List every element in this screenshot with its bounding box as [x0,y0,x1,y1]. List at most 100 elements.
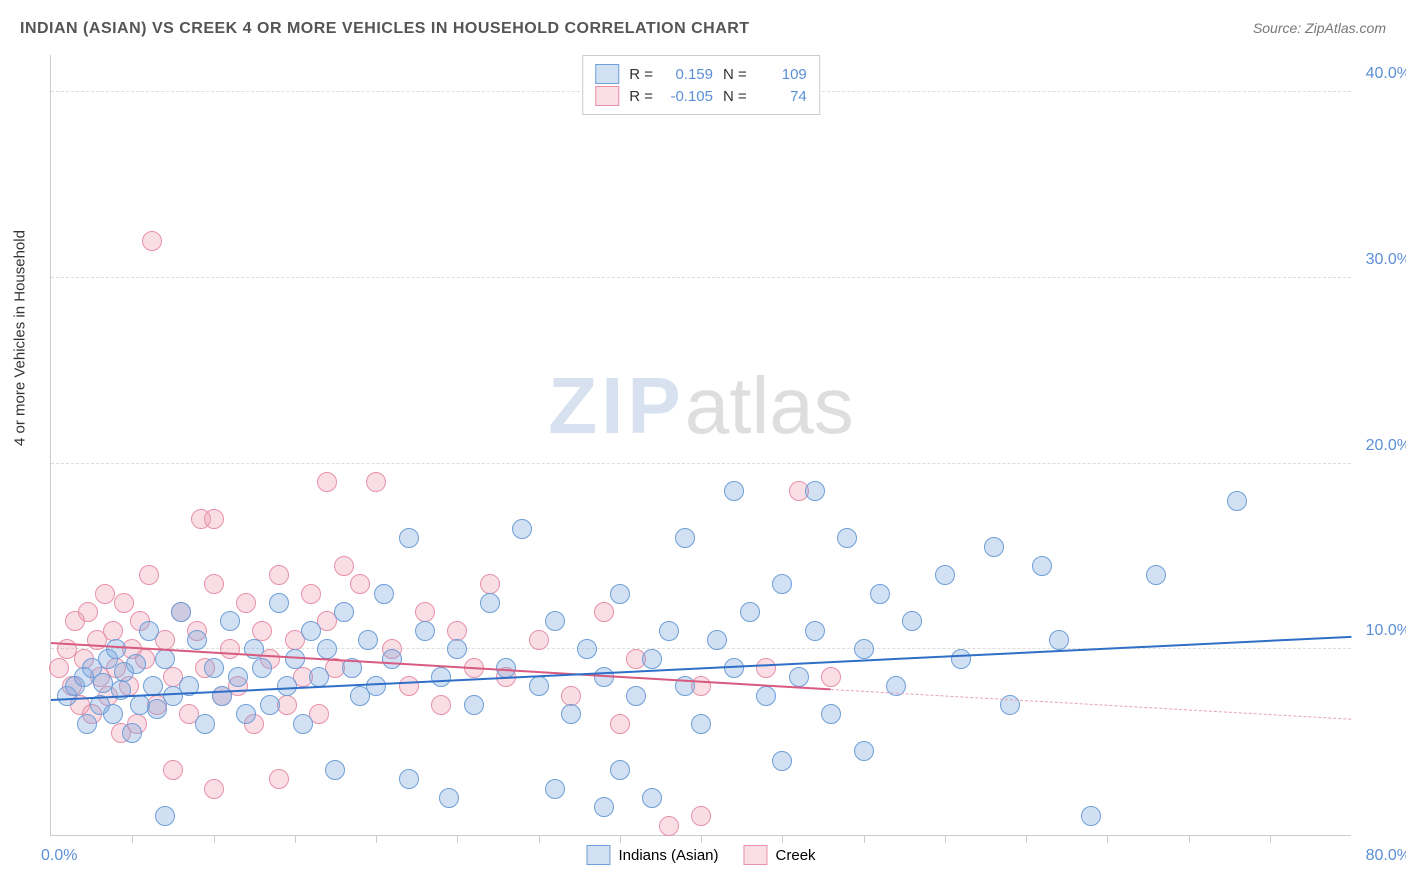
indians-point [724,481,744,501]
indians-point [399,769,419,789]
watermark-atlas: atlas [685,361,854,450]
indians-point [610,584,630,604]
x-axis-min: 0.0% [41,847,77,865]
x-tick [1189,835,1190,843]
x-tick [1270,835,1271,843]
indians-point [269,593,289,613]
watermark-zip: ZIP [548,361,684,450]
indians-point [374,584,394,604]
indians-point [675,528,695,548]
indians-point [1081,806,1101,826]
x-tick [457,835,458,843]
indians-point [228,667,248,687]
indians-point [171,602,191,622]
r-label: R = [629,88,653,105]
creek-point [103,621,123,641]
n-value-indians: 109 [757,66,807,83]
x-tick [132,835,133,843]
indians-point [147,699,167,719]
creek-point [610,714,630,734]
indians-point [951,649,971,669]
creek-point [269,769,289,789]
indians-point [789,667,809,687]
x-tick [1026,835,1027,843]
indians-point [740,602,760,622]
indians-point [642,788,662,808]
r-value-indians: 0.159 [663,66,713,83]
indians-point [545,611,565,631]
indians-point [366,676,386,696]
x-axis-max: 80.0% [1366,847,1406,865]
indians-point [155,649,175,669]
creek-point [301,584,321,604]
creek-point [163,760,183,780]
creek-point [659,816,679,836]
indians-point [984,537,1004,557]
creek-point [204,509,224,529]
legend-item-creek: Creek [744,845,816,865]
creek-point [480,574,500,594]
indians-point [122,723,142,743]
indians-point [707,630,727,650]
gridline [51,277,1351,278]
indians-point [870,584,890,604]
indians-point [772,751,792,771]
indians-point [902,611,922,631]
x-tick [376,835,377,843]
creek-point [252,621,272,641]
indians-point [529,676,549,696]
indians-point [204,658,224,678]
y-tick-label: 10.0% [1366,622,1406,640]
indians-point [659,621,679,641]
indians-point [854,741,874,761]
indians-point [155,806,175,826]
watermark: ZIPatlas [548,360,853,452]
indians-point [236,704,256,724]
indians-point [212,686,232,706]
n-value-creek: 74 [757,88,807,105]
indians-point [301,621,321,641]
y-tick-label: 20.0% [1366,437,1406,455]
indians-point [415,621,435,641]
indians-point [1049,630,1069,650]
x-tick [782,835,783,843]
y-axis-label: 4 or more Vehicles in Household [12,230,29,446]
r-value-creek: -0.105 [663,88,713,105]
indians-point [431,667,451,687]
indians-point [480,593,500,613]
indians-point [756,686,776,706]
indians-point [126,654,146,674]
indians-point [106,639,126,659]
indians-point [358,630,378,650]
creek-point [350,574,370,594]
legend-swatch-indians [586,845,610,865]
indians-point [837,528,857,548]
legend-swatch-indians [595,64,619,84]
n-label: N = [723,88,747,105]
indians-point [195,714,215,734]
indians-point [821,704,841,724]
x-tick [539,835,540,843]
legend-swatch-creek [744,845,768,865]
n-label: N = [723,66,747,83]
indians-point [139,621,159,641]
indians-point [464,695,484,715]
creek-point [269,565,289,585]
x-tick [864,835,865,843]
creek-point [78,602,98,622]
creek-point [95,584,115,604]
creek-point [142,231,162,251]
indians-point [594,797,614,817]
indians-point [334,602,354,622]
x-tick [1107,835,1108,843]
trend-line [831,689,1351,720]
x-tick [295,835,296,843]
creek-point [334,556,354,576]
creek-point [399,676,419,696]
creek-point [139,565,159,585]
x-tick [945,835,946,843]
legend-stats-row-1: R = 0.159 N = 109 [595,64,807,84]
x-tick [214,835,215,843]
indians-point [220,611,240,631]
creek-point [317,472,337,492]
